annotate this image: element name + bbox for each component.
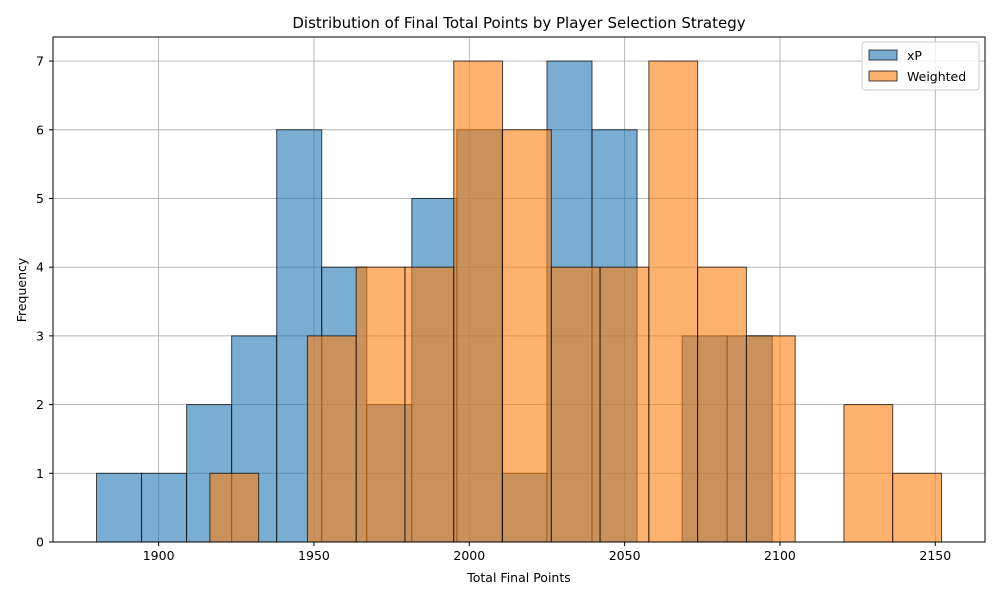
x-tick-label: 1900	[143, 548, 175, 563]
axis-ticks: 1900 1950 2000 2050 2100 2150 0 1 2 3 4 5 6 7	[36, 54, 951, 563]
legend-label-xp: xP	[907, 48, 922, 63]
bar-weighted-4	[404, 266, 455, 543]
bar-xp-1	[141, 472, 188, 543]
y-tick-label: 0	[36, 535, 44, 550]
y-tick-label: 3	[36, 328, 44, 343]
bar-weighted-3	[355, 266, 406, 543]
bar-weighted-13	[843, 404, 894, 543]
plot-frame	[52, 36, 986, 543]
legend-swatch-weighted	[868, 70, 898, 82]
y-tick-label: 4	[36, 260, 44, 275]
bar-weighted-0	[209, 472, 260, 543]
bar-weighted-9	[648, 60, 699, 543]
bar-weighted-14	[892, 472, 943, 543]
bar-weighted-11	[745, 335, 796, 543]
legend-swatch-xp	[868, 49, 898, 61]
bar-weighted-5	[453, 60, 504, 543]
y-tick-label: 2	[36, 397, 44, 412]
chart-title: Distribution of Final Total Points by Pl…	[292, 14, 745, 32]
y-tick-label: 5	[36, 191, 44, 206]
x-tick-label: 2150	[919, 548, 951, 563]
bar-weighted-2	[306, 335, 357, 543]
bar-weighted-10	[697, 266, 747, 543]
y-tick-label: 1	[36, 466, 44, 481]
bar-weighted-6	[502, 129, 552, 543]
y-tick-label: 6	[36, 122, 44, 137]
x-tick-label: 2050	[609, 548, 641, 563]
bar-weighted-7	[550, 266, 601, 543]
y-axis-label: Frequency	[14, 257, 29, 322]
bar-xp-0	[95, 472, 143, 543]
histogram-bars	[95, 60, 943, 543]
bar-weighted-8	[599, 266, 650, 543]
series-weighted-bars	[209, 60, 943, 543]
y-tick-label: 7	[36, 54, 44, 69]
x-tick-label: 1950	[298, 548, 330, 563]
legend: xP Weighted	[861, 41, 980, 91]
x-axis-label: Total Final Points	[466, 570, 571, 585]
x-tick-label: 2000	[453, 548, 485, 563]
x-tick-label: 2100	[764, 548, 796, 563]
legend-label-weighted: Weighted	[907, 69, 966, 84]
